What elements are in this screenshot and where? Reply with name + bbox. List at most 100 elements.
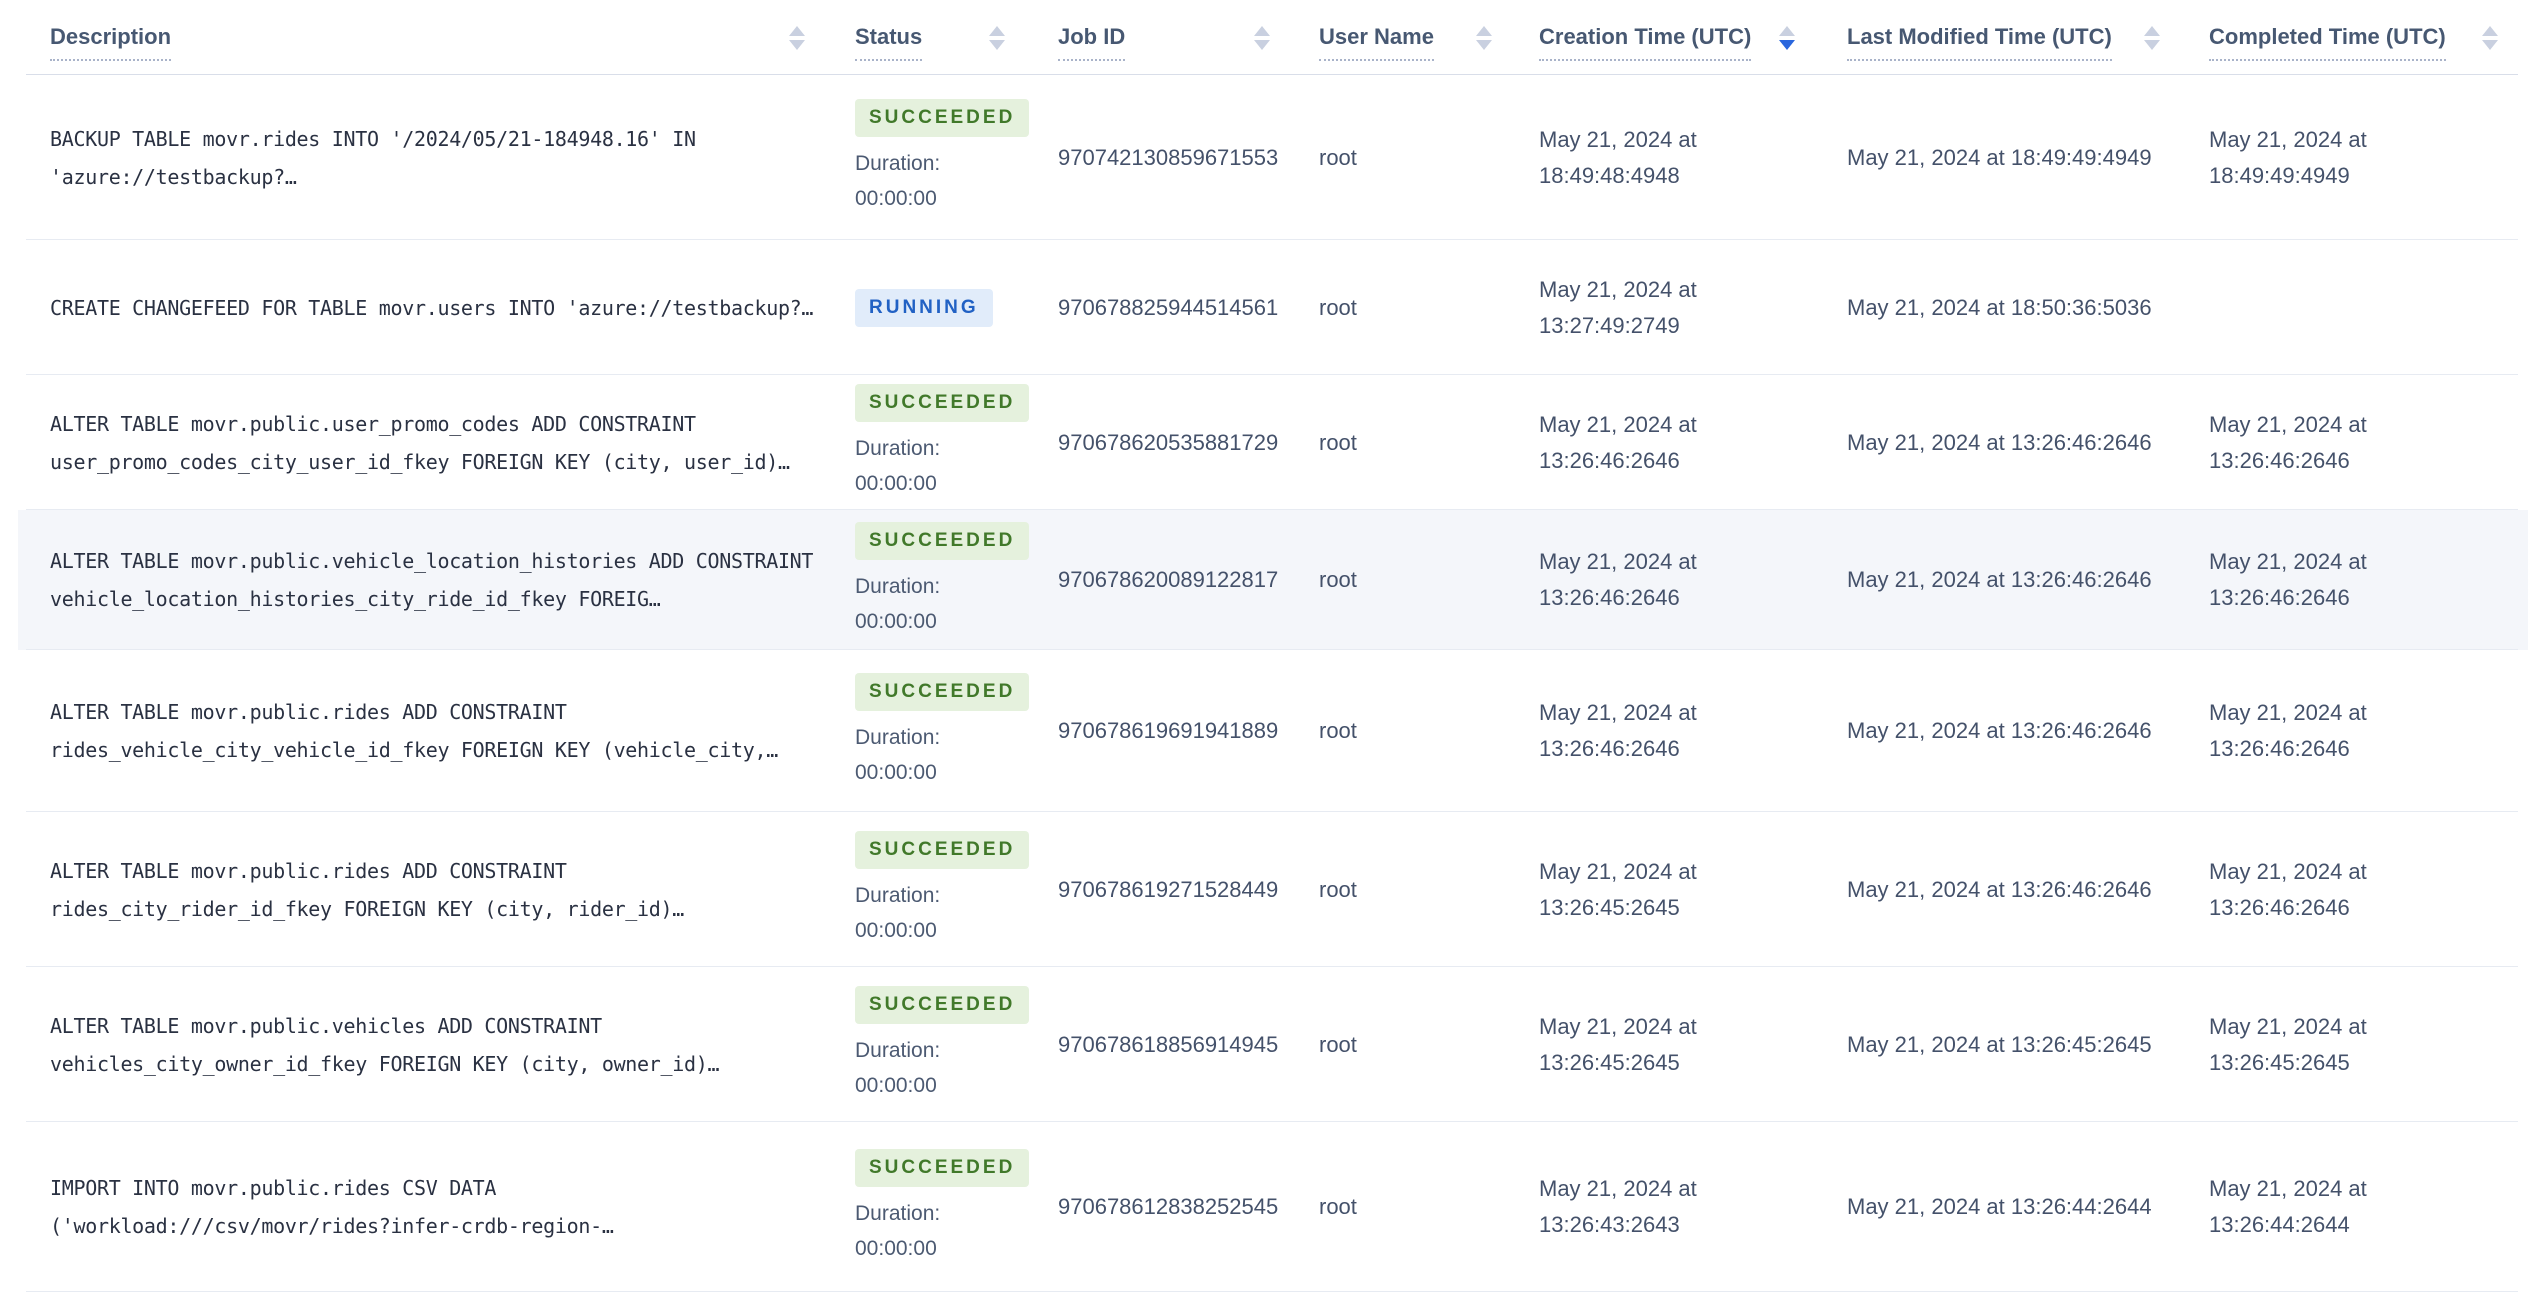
duration-label: Duration: <box>855 152 941 175</box>
last-modified-time: May 21, 2024 at 13:26:46:2646 <box>1847 567 2152 592</box>
job-id: 970678619691941889 <box>1058 718 1279 743</box>
sort-icon-job-id[interactable] <box>1254 25 1270 50</box>
completed-time: May 21, 2024 at 13:26:46:2646 <box>2209 858 2367 920</box>
last-modified-time: May 21, 2024 at 18:49:49:4949 <box>1847 144 2152 170</box>
table-row: BACKUP TABLE movr.rides INTO '/2024/05/2… <box>18 75 2528 240</box>
table-row-highlighted: ALTER TABLE movr.public.vehicle_location… <box>18 510 2528 650</box>
column-header-last-modified-time-label: Last Modified Time (UTC) <box>1847 24 2112 61</box>
job-description-link[interactable]: ALTER TABLE movr.public.vehicle_location… <box>50 549 814 611</box>
jobs-table: Description Status Job ID User Name Crea… <box>18 0 2528 1292</box>
job-description-link[interactable]: IMPORT INTO movr.public.rides CSV DATA (… <box>50 1176 614 1238</box>
duration-value: 00:00:00 <box>855 760 937 784</box>
duration-value: 00:00:00 <box>855 1236 937 1260</box>
column-header-description[interactable]: Description <box>18 0 830 75</box>
column-header-creation-time[interactable]: Creation Time (UTC) <box>1515 0 1825 75</box>
job-duration: Duration: 00:00:00 <box>855 569 1020 639</box>
job-id: 970742130859671553 <box>1058 144 1279 170</box>
job-id: 970678618856914945 <box>1058 1031 1279 1057</box>
duration-value: 00:00:00 <box>855 609 937 633</box>
status-badge: SUCCEEDED <box>855 831 1030 869</box>
completed-time: May 21, 2024 at 13:26:45:2645 <box>2209 1013 2367 1075</box>
creation-time: May 21, 2024 at 13:26:45:2645 <box>1539 858 1697 920</box>
creation-time: May 21, 2024 at 13:26:46:2646 <box>1539 549 1697 610</box>
duration-value: 00:00:00 <box>855 919 937 942</box>
user-name: root <box>1319 144 1357 170</box>
creation-time: May 21, 2024 at 13:26:46:2646 <box>1539 411 1697 473</box>
table-row: IMPORT INTO movr.public.rides CSV DATA (… <box>18 1122 2528 1292</box>
status-badge: SUCCEEDED <box>855 99 1030 137</box>
user-name: root <box>1319 876 1357 902</box>
sort-icon-completed-time[interactable] <box>2482 25 2498 50</box>
sort-icon-creation-time-active-desc[interactable] <box>1779 25 1795 50</box>
sort-icon-user-name[interactable] <box>1476 25 1492 50</box>
completed-time: May 21, 2024 at 13:26:44:2644 <box>2209 1176 2367 1237</box>
creation-time: May 21, 2024 at 13:26:46:2646 <box>1539 700 1697 761</box>
creation-time: May 21, 2024 at 13:27:49:2749 <box>1539 276 1697 338</box>
column-header-user-name[interactable]: User Name <box>1295 0 1515 75</box>
column-header-job-id[interactable]: Job ID <box>1030 0 1295 75</box>
last-modified-time: May 21, 2024 at 13:26:44:2644 <box>1847 1194 2152 1219</box>
column-header-job-id-label: Job ID <box>1058 24 1126 61</box>
creation-time: May 21, 2024 at 13:26:43:2643 <box>1539 1176 1697 1237</box>
duration-value: 00:00:00 <box>855 187 937 210</box>
table-header-row: Description Status Job ID User Name Crea… <box>18 0 2528 75</box>
user-name: root <box>1319 718 1357 743</box>
table-row: ALTER TABLE movr.public.rides ADD CONSTR… <box>18 650 2528 812</box>
last-modified-time: May 21, 2024 at 13:26:46:2646 <box>1847 429 2152 455</box>
job-duration: Duration: 00:00:00 <box>855 720 1020 790</box>
sort-icon-status[interactable] <box>989 25 1005 50</box>
duration-label: Duration: <box>855 1201 941 1225</box>
user-name: root <box>1319 567 1357 592</box>
user-name: root <box>1319 1031 1357 1057</box>
job-duration: Duration: 00:00:00 <box>855 146 1020 216</box>
completed-time: May 21, 2024 at 13:26:46:2646 <box>2209 700 2367 761</box>
duration-value: 00:00:00 <box>855 1074 937 1097</box>
job-id: 970678620535881729 <box>1058 429 1279 455</box>
last-modified-time: May 21, 2024 at 13:26:46:2646 <box>1847 876 2152 902</box>
column-header-description-label: Description <box>50 24 172 61</box>
job-description-link[interactable]: CREATE CHANGEFEED FOR TABLE movr.users I… <box>50 295 814 320</box>
column-header-user-name-label: User Name <box>1319 24 1434 61</box>
job-id: 970678825944514561 <box>1058 294 1279 320</box>
job-description-link[interactable]: ALTER TABLE movr.public.rides ADD CONSTR… <box>50 858 685 921</box>
table-row: ALTER TABLE movr.public.rides ADD CONSTR… <box>18 812 2528 967</box>
job-duration: Duration: 00:00:00 <box>855 1196 1020 1266</box>
column-header-completed-time[interactable]: Completed Time (UTC) <box>2185 0 2528 75</box>
completed-time: May 21, 2024 at 13:26:46:2646 <box>2209 411 2367 473</box>
duration-label: Duration: <box>855 574 941 598</box>
status-badge: SUCCEEDED <box>855 672 1030 711</box>
creation-time: May 21, 2024 at 13:26:45:2645 <box>1539 1013 1697 1075</box>
status-badge: SUCCEEDED <box>855 986 1030 1024</box>
last-modified-time: May 21, 2024 at 13:26:46:2646 <box>1847 718 2152 743</box>
duration-label: Duration: <box>855 437 941 460</box>
status-badge: SUCCEEDED <box>855 521 1030 560</box>
user-name: root <box>1319 1194 1357 1219</box>
last-modified-time: May 21, 2024 at 18:50:36:5036 <box>1847 294 2152 320</box>
sort-icon-description[interactable] <box>789 25 805 50</box>
job-description-link[interactable]: ALTER TABLE movr.public.user_promo_codes… <box>50 411 790 474</box>
column-header-creation-time-label: Creation Time (UTC) <box>1539 24 1752 61</box>
table-row: CREATE CHANGEFEED FOR TABLE movr.users I… <box>18 240 2528 375</box>
status-badge: SUCCEEDED <box>855 384 1030 422</box>
job-duration: Duration: 00:00:00 <box>855 878 1020 948</box>
table-row: ALTER TABLE movr.public.vehicles ADD CON… <box>18 967 2528 1122</box>
duration-label: Duration: <box>855 725 941 749</box>
job-description-link[interactable]: ALTER TABLE movr.public.vehicles ADD CON… <box>50 1013 720 1076</box>
column-header-completed-time-label: Completed Time (UTC) <box>2209 24 2446 61</box>
job-duration: Duration: 00:00:00 <box>855 1033 1020 1103</box>
job-duration: Duration: 00:00:00 <box>855 431 1020 501</box>
job-description-link[interactable]: ALTER TABLE movr.public.rides ADD CONSTR… <box>50 700 778 762</box>
job-description-link[interactable]: BACKUP TABLE movr.rides INTO '/2024/05/2… <box>50 126 696 189</box>
sort-icon-last-modified-time[interactable] <box>2144 25 2160 50</box>
column-header-last-modified-time[interactable]: Last Modified Time (UTC) <box>1825 0 2185 75</box>
completed-time: May 21, 2024 at 18:49:49:4949 <box>2209 126 2367 188</box>
duration-label: Duration: <box>855 1039 941 1062</box>
user-name: root <box>1319 294 1357 320</box>
completed-time: May 21, 2024 at 13:26:46:2646 <box>2209 549 2367 610</box>
job-id: 970678612838252545 <box>1058 1194 1279 1219</box>
table-row: ALTER TABLE movr.public.user_promo_codes… <box>18 375 2528 510</box>
column-header-status[interactable]: Status <box>830 0 1030 75</box>
last-modified-time: May 21, 2024 at 13:26:45:2645 <box>1847 1031 2152 1057</box>
status-badge: RUNNING <box>855 288 993 327</box>
column-header-status-label: Status <box>855 24 923 61</box>
